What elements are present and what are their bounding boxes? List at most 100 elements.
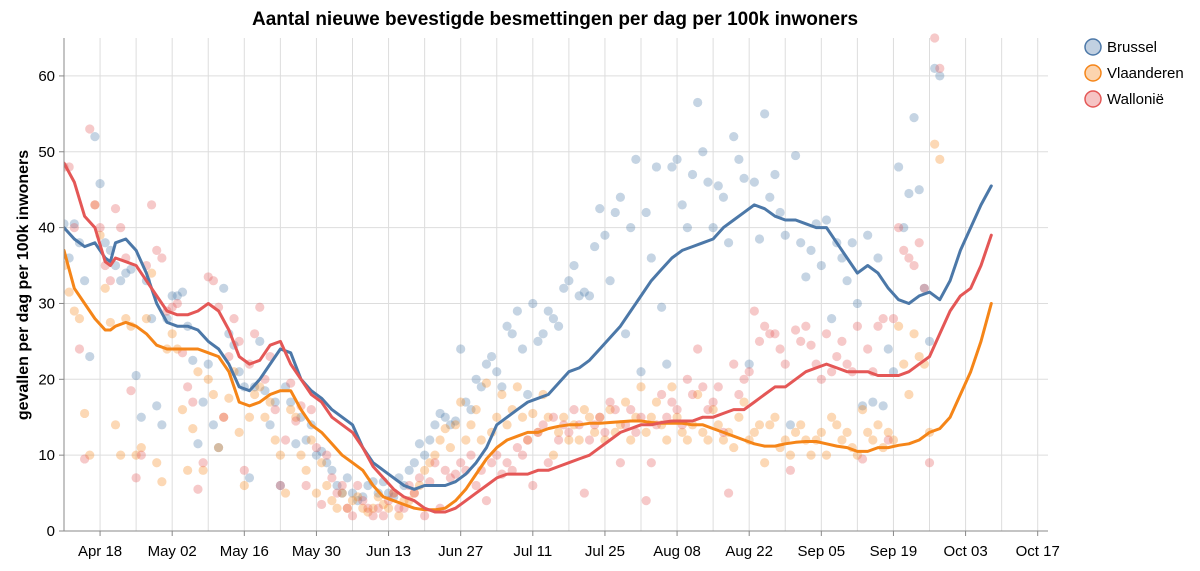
data-point-walloni — [414, 473, 425, 483]
data-point-vlaanderen — [682, 435, 692, 445]
data-point-walloni — [378, 511, 389, 521]
data-point-brussel — [744, 359, 754, 369]
data-point-walloni — [131, 473, 141, 483]
data-point-walloni — [239, 465, 249, 475]
data-point-walloni — [667, 397, 677, 407]
data-point-brussel — [347, 488, 358, 498]
data-point-walloni — [306, 405, 316, 415]
data-point-walloni — [543, 458, 553, 468]
data-point-vlaanderen — [296, 450, 306, 460]
data-point-walloni — [657, 389, 667, 400]
data-point-vlaanderen — [157, 477, 167, 487]
data-point-brussel — [332, 480, 342, 491]
data-point-walloni — [512, 442, 522, 453]
grid-layer — [63, 38, 1048, 532]
data-point-walloni — [110, 204, 121, 214]
data-point-brussel — [775, 207, 785, 218]
data-point-walloni — [116, 223, 126, 233]
data-point-brussel — [188, 355, 198, 365]
data-point-brussel — [796, 238, 806, 248]
data-point-brussel — [85, 351, 95, 362]
data-point-walloni — [363, 503, 373, 513]
data-point-brussel — [883, 344, 893, 354]
data-point-brussel — [569, 260, 579, 271]
legend-swatch-vlaanderen — [1084, 64, 1102, 82]
data-point-vlaanderen — [816, 427, 826, 437]
data-point-brussel — [852, 298, 862, 309]
data-point-vlaanderen — [306, 435, 316, 445]
data-point-walloni — [569, 405, 579, 415]
data-point-vlaanderen — [100, 283, 110, 293]
data-point-walloni — [899, 245, 909, 255]
data-point-walloni — [270, 405, 280, 415]
series-line-brussel — [64, 184, 993, 491]
data-point-vlaanderen — [595, 412, 605, 422]
data-point-walloni — [590, 420, 600, 430]
data-point-walloni — [337, 480, 347, 491]
data-point-walloni — [863, 344, 873, 354]
data-point-walloni — [682, 374, 692, 384]
y-axis-label: gevallen per dag per 100k inwoners — [15, 150, 32, 420]
data-point-walloni — [280, 435, 291, 445]
data-point-brussel — [590, 241, 600, 252]
y-tick-label: 10 — [38, 447, 55, 464]
data-point-brussel — [765, 192, 775, 202]
data-point-walloni — [579, 488, 589, 498]
data-point-vlaanderen — [471, 405, 481, 415]
data-point-brussel — [713, 181, 723, 191]
data-point-walloni — [95, 223, 105, 233]
data-point-vlaanderen — [286, 405, 296, 415]
data-point-brussel — [64, 219, 69, 229]
data-point-brussel — [734, 154, 744, 164]
data-point-brussel — [383, 488, 394, 498]
legend-label-brussel: Brussel — [1107, 39, 1157, 56]
data-point-vlaanderen — [641, 427, 651, 437]
data-point-brussel — [445, 420, 455, 430]
data-point-brussel — [301, 435, 311, 445]
data-point-vlaanderen — [280, 488, 291, 498]
data-point-vlaanderen — [703, 435, 713, 445]
data-point-brussel — [657, 302, 667, 312]
data-point-vlaanderen — [754, 420, 765, 430]
data-point-vlaanderen — [548, 450, 559, 460]
data-point-vlaanderen — [311, 488, 322, 498]
data-point-walloni — [749, 306, 759, 316]
data-point-vlaanderen — [821, 450, 832, 460]
data-point-brussel — [265, 420, 275, 430]
data-point-walloni — [85, 124, 95, 134]
data-point-vlaanderen — [492, 412, 502, 422]
data-point-walloni — [832, 351, 842, 362]
data-point-vlaanderen — [734, 412, 744, 422]
data-point-brussel — [584, 291, 595, 301]
data-point-brussel — [487, 351, 497, 362]
data-point-walloni — [301, 480, 311, 491]
data-point-brussel — [404, 465, 414, 475]
data-point-vlaanderen — [605, 405, 615, 415]
data-point-walloni — [548, 412, 559, 422]
data-point-vlaanderen — [136, 442, 146, 453]
data-point-vlaanderen — [574, 435, 584, 445]
data-point-brussel — [816, 260, 826, 271]
data-point-brussel — [878, 401, 888, 411]
data-point-brussel — [754, 234, 765, 244]
data-point-vlaanderen — [579, 405, 589, 415]
data-point-walloni — [193, 484, 203, 494]
data-point-brussel — [533, 336, 543, 346]
data-point-vlaanderen — [476, 435, 486, 445]
data-point-walloni — [332, 488, 342, 498]
data-point-walloni — [517, 450, 528, 460]
data-point-walloni — [466, 450, 476, 460]
data-point-brussel — [760, 109, 770, 119]
data-point-brussel — [213, 442, 224, 453]
data-point-brussel — [260, 386, 270, 396]
data-point-walloni — [893, 223, 904, 233]
data-point-walloni — [852, 321, 862, 331]
data-point-vlaanderen — [250, 389, 260, 400]
data-point-vlaanderen — [270, 435, 280, 445]
data-point-brussel — [430, 420, 440, 430]
data-point-brussel — [286, 397, 296, 407]
data-point-brussel — [914, 185, 924, 195]
data-point-brussel — [718, 192, 729, 202]
data-point-brussel — [131, 370, 141, 381]
